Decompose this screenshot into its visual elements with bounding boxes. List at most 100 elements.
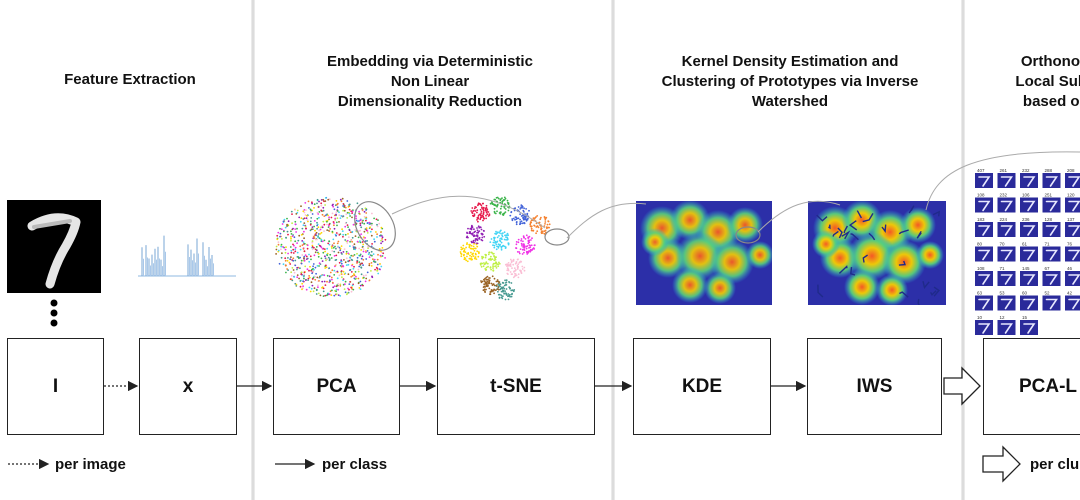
prototype-thumbnail (1020, 320, 1038, 335)
prototype-thumbnail (997, 173, 1016, 188)
prototype-count-label: 232 (1000, 193, 1008, 198)
prototype-count-label: 108 (977, 193, 985, 198)
kde-heatmap (636, 201, 772, 305)
box-pca-local: PCA-L (983, 338, 1080, 435)
prototype-thumbnail (1020, 222, 1038, 237)
prototype-thumbnail (1065, 295, 1080, 311)
prototype-thumbnail (1042, 197, 1061, 213)
prototype-thumbnail (1042, 271, 1061, 286)
prototype-thumbnail (1042, 222, 1061, 237)
tsne-scatter (459, 196, 551, 301)
prototype-count-label: 128 (1045, 217, 1053, 222)
section-divider-1 (251, 0, 255, 500)
prototype-count-label: 145 (1022, 266, 1030, 271)
prototype-thumbnail (1020, 246, 1038, 262)
box-tsne: t-SNE (437, 338, 595, 435)
section-title-local-subspaces: Orthonorm Local Subsp based on I (1015, 53, 1080, 110)
prototype-thumbnail (1065, 246, 1080, 262)
legend-per-class-label: per class (322, 456, 388, 473)
prototype-count-label: 288 (1045, 168, 1053, 173)
prototype-thumbnail (997, 222, 1016, 237)
ellipsis-dot (50, 309, 58, 317)
prototype-count-label: 71 (1045, 242, 1051, 247)
box-feature-vector: x (139, 338, 237, 435)
zoom-curve (757, 200, 841, 233)
section-title-embedding: Embedding via Deterministic Non Linear D… (327, 53, 533, 110)
prototype-thumbnail (1065, 271, 1080, 286)
legend-per-image-label: per image (55, 456, 126, 473)
prototype-count-label: 251 (1045, 193, 1053, 198)
prototype-thumbnail (1020, 173, 1038, 188)
prototype-count-label: 70 (1000, 242, 1006, 247)
prototype-thumbnail (1065, 173, 1080, 188)
prototype-thumbnail (1042, 173, 1061, 188)
prototype-count-label: 12 (1000, 315, 1006, 320)
prototype-thumbnail (997, 320, 1016, 335)
prototype-count-label: 46 (1067, 266, 1073, 271)
prototype-count-label: 208 (1067, 168, 1075, 173)
digit-image (7, 200, 101, 293)
prototype-thumbnail (1042, 295, 1061, 311)
pca-highlight-ellipse (354, 201, 396, 251)
prototype-thumbnail (975, 197, 993, 213)
prototype-count-label: 53 (1000, 291, 1006, 296)
prototype-count-label: 120 (1067, 193, 1075, 198)
prototype-thumbnail (997, 271, 1016, 286)
section-title-kde-clustering: Kernel Density Estimation and Clustering… (661, 53, 919, 110)
prototype-count-label: 71 (1000, 266, 1006, 271)
prototype-thumbnail (975, 295, 993, 311)
box-kde: KDE (633, 338, 771, 435)
prototype-thumbnail (975, 271, 993, 286)
prototype-thumbnail (1020, 295, 1038, 311)
prototype-count-label: 232 (1022, 168, 1030, 173)
legend-per-cluster-label: per clu (1030, 456, 1080, 473)
zoom-curve (391, 195, 546, 229)
prototype-count-label: 76 (1067, 242, 1073, 247)
prototype-count-label: 137 (1067, 217, 1075, 222)
feature-vector-plot (138, 235, 236, 277)
box-iws: IWS (807, 338, 942, 435)
box-image: I (7, 338, 104, 435)
prototype-thumbnails: 407 261 232 288 208 108 232 106 251 120 183 224 236 1… (975, 168, 1080, 335)
prototype-thumbnail (997, 295, 1016, 311)
section-title-feature-extraction: Feature Extraction (64, 71, 196, 88)
prototype-count-label: 183 (977, 217, 985, 222)
prototype-thumbnail (975, 320, 993, 335)
prototype-thumbnail (1065, 197, 1080, 213)
prototype-count-label: 61 (1022, 242, 1028, 247)
prototype-count-label: 15 (1022, 315, 1028, 320)
prototype-count-label: 407 (977, 168, 985, 173)
prototype-count-label: 52 (1045, 291, 1051, 296)
prototype-thumbnail (975, 222, 993, 237)
prototype-thumbnail (1020, 197, 1038, 213)
prototype-thumbnail (997, 197, 1016, 213)
section-divider-3 (961, 0, 965, 500)
prototype-count-label: 108 (977, 266, 985, 271)
zoom-curve (925, 151, 1080, 211)
prototype-thumbnail (975, 173, 993, 188)
prototype-thumbnail (1020, 271, 1038, 286)
prototype-count-label: 224 (1000, 217, 1008, 222)
zoom-curve (566, 202, 647, 239)
tsne-highlight-ellipse (544, 228, 570, 246)
prototype-count-label: 42 (1067, 291, 1073, 296)
section-divider-2 (611, 0, 615, 500)
prototype-count-label: 106 (1022, 193, 1030, 198)
prototype-thumbnail (997, 246, 1016, 262)
pca-scatter (275, 196, 387, 297)
prototype-count-label: 10 (977, 315, 983, 320)
prototype-count-label: 63 (977, 291, 983, 296)
ellipsis-dot (50, 299, 58, 307)
prototype-thumbnail (1065, 222, 1080, 237)
ellipsis-dot (50, 319, 58, 327)
prototype-count-label: 60 (1022, 291, 1028, 296)
prototype-count-label: 67 (1045, 266, 1051, 271)
legend-hollow-arrow (982, 445, 1021, 483)
prototype-count-label: 80 (977, 242, 983, 247)
iws-heatmap (808, 201, 946, 305)
hollow-arrow-iws-to-pca-local (943, 366, 981, 406)
prototype-count-label: 261 (1000, 168, 1008, 173)
prototype-thumbnail (1042, 246, 1061, 262)
